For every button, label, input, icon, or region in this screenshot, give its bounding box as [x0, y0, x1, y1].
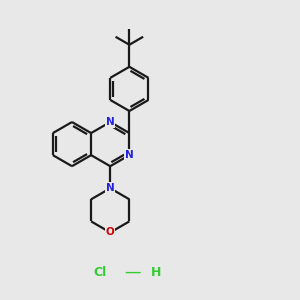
Text: N: N — [106, 183, 115, 193]
Text: O: O — [106, 227, 115, 237]
Text: Cl: Cl — [93, 266, 106, 279]
Text: N: N — [106, 117, 115, 127]
Text: H: H — [151, 266, 161, 279]
Text: N: N — [125, 150, 134, 160]
Text: —: — — [124, 263, 141, 281]
